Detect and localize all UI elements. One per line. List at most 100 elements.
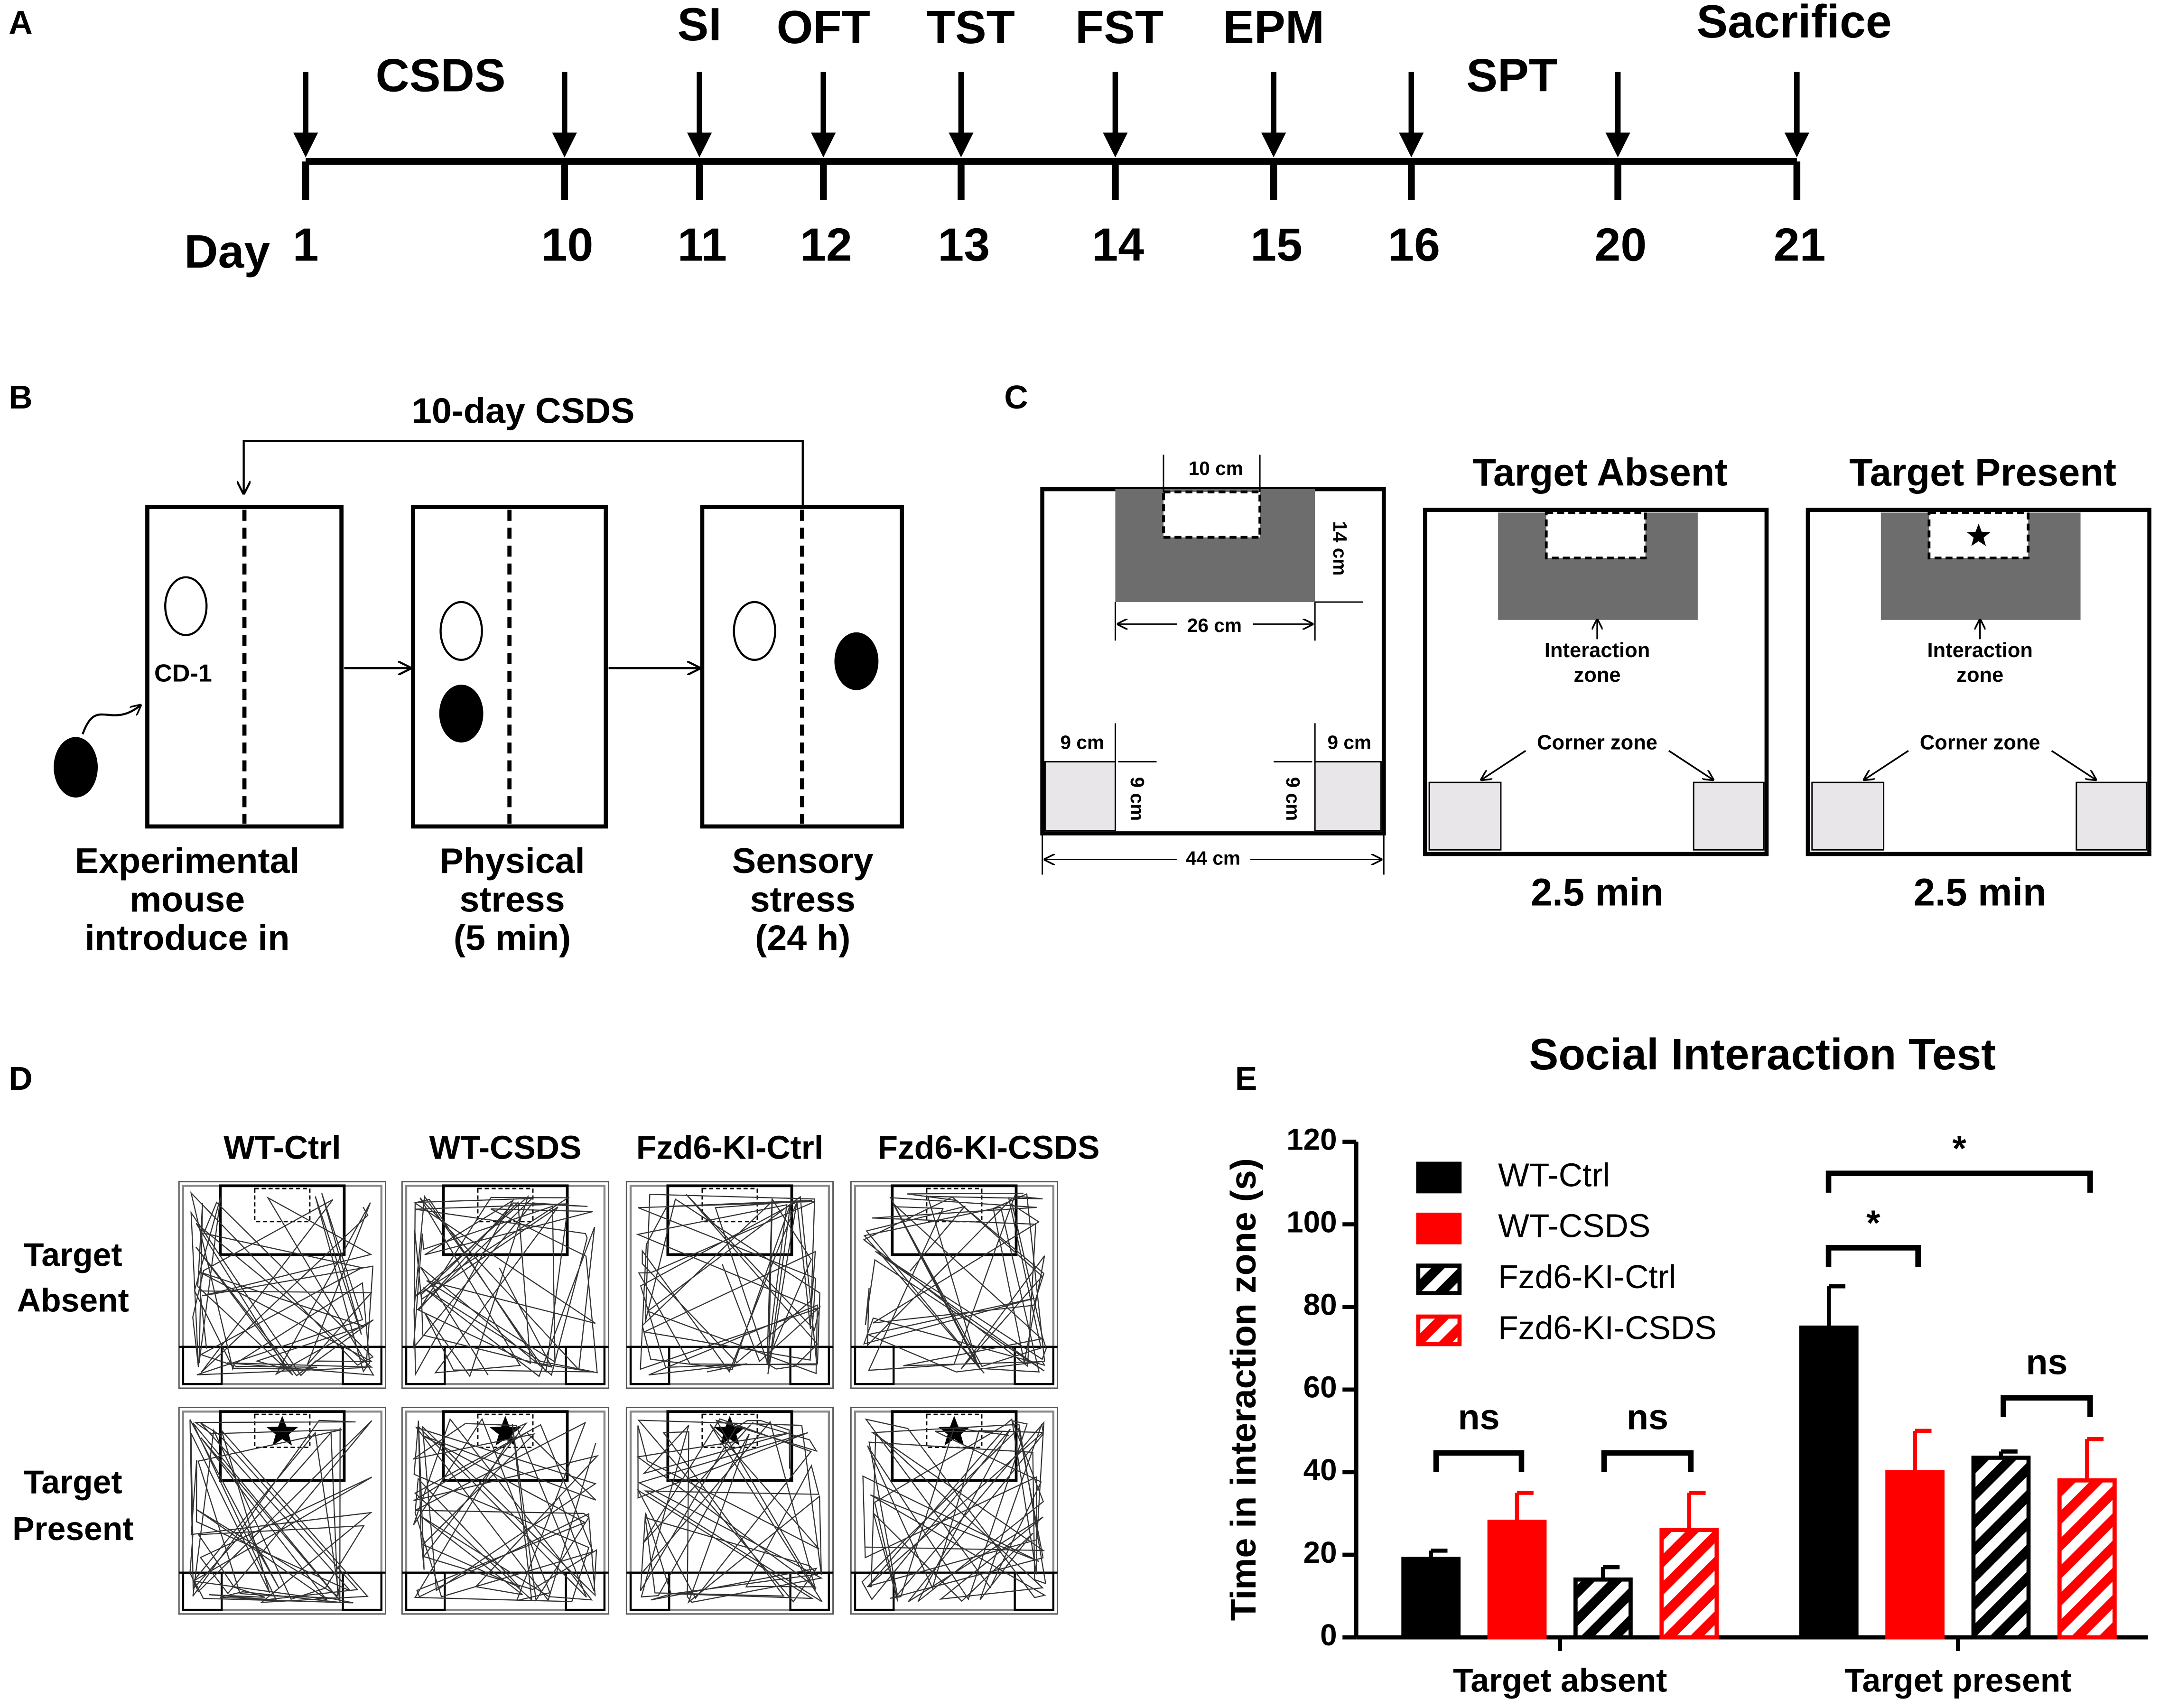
condition-label: Absent [17,1281,129,1318]
day-number: 10 [541,218,594,270]
arrow-head [949,132,974,158]
timeline-event: OFT [777,1,870,53]
arena [1423,508,1769,856]
bar [1487,1520,1547,1640]
zone-label: Interaction [1545,639,1650,662]
corner-zone [1044,761,1116,832]
track-frame [625,1407,834,1615]
star [938,1415,970,1446]
x-tick-label: Target absent [1453,1662,1667,1699]
y-tick-label: 100 [1286,1205,1337,1239]
timeline-event: SPT [1466,49,1557,101]
day-number: 21 [1774,218,1826,270]
arrow-head [1103,132,1128,158]
dimension-label: 9 cm [1126,777,1148,821]
stage-label: (5 min) [454,918,571,958]
arena-title: Target Absent [1472,451,1727,494]
legend-swatch [1416,1263,1462,1296]
arrow-head [552,132,577,158]
timeline-event: SI [677,0,721,50]
arrow-head [687,132,712,158]
significance-label: ns [1458,1397,1499,1437]
timeline-event: Sacrifice [1696,0,1891,47]
cd1-mouse [164,576,208,636]
dimension-label: 9 cm [1327,732,1371,753]
legend-label: Fzd6-KI-CSDS [1498,1309,1716,1346]
track-corner [182,1346,223,1385]
track-cage [477,1413,534,1448]
arrow-head [1784,132,1809,158]
star [1966,523,1991,546]
group-title: WT-Ctrl [223,1129,341,1166]
star [266,1415,298,1446]
trajectory [863,1192,1047,1374]
arena-title: Target Present [1849,451,2116,494]
dimension-label: 26 cm [1187,614,1242,636]
track-corner [565,1346,606,1385]
arrow-head [1605,132,1630,158]
cd1-mouse [733,601,776,661]
arena-duration: 2.5 min [1531,871,1664,914]
bar [1971,1456,2031,1640]
panel-label: A [9,4,32,41]
track-arena [629,1411,830,1611]
stage-label: Physical [439,841,585,881]
bar [1573,1577,1633,1640]
zone-label: Corner zone [1920,731,2040,754]
track-frame [850,1407,1059,1615]
track-corner [629,1346,670,1385]
experimental-mouse [834,632,879,690]
track-corner [182,1571,223,1611]
cage [700,505,904,829]
day-number: 16 [1388,218,1440,270]
track-frame [401,1181,610,1389]
panel-label: C [1004,379,1028,416]
target-cage [1545,511,1647,560]
timeline-event: CSDS [376,49,506,101]
significance-label: ns [2026,1342,2067,1382]
trajectory [412,1195,598,1378]
track-frame [401,1407,610,1615]
condition-label: Present [12,1510,133,1547]
track-corner [789,1571,830,1611]
chart-title: Social Interaction Test [1529,1030,1996,1079]
trajectory [190,1191,375,1377]
arena-duration: 2.5 min [1914,871,2047,914]
group-title: WT-CSDS [429,1129,581,1166]
cd1-mouse [439,601,483,661]
bar [1799,1325,1859,1640]
target-cage [1162,490,1262,539]
track-zone [666,1184,793,1256]
bar [1885,1470,1945,1640]
track-frame [178,1181,386,1389]
experimental-mouse [54,737,98,798]
day-number: 13 [938,218,990,270]
zone-arrow [1864,750,1909,780]
corner-zone [1693,781,1765,851]
track-corner [342,1571,382,1611]
corner-zone [2075,781,2148,851]
day-prefix: Day [184,225,270,278]
arrow-head [811,132,836,158]
track-corner [629,1571,670,1611]
group-title: Fzd6-KI-Ctrl [636,1129,824,1166]
loop-arrow [244,440,804,507]
day-number: 11 [678,218,727,270]
dimension-label: 14 cm [1329,521,1351,576]
panel-label: B [9,379,32,416]
zone-arrow [2051,750,2096,780]
legend-label: Fzd6-KI-Ctrl [1498,1258,1676,1295]
track-cage [254,1188,311,1223]
significance-label: * [1953,1129,1967,1169]
stage-label: introduce in [85,918,290,958]
day-number: 20 [1595,218,1647,270]
bar [1659,1528,1719,1640]
legend-swatch [1416,1314,1462,1346]
stage-label: stress [459,879,565,919]
significance-bracket [1825,1245,1921,1267]
arena [1040,487,1386,835]
arena [1805,508,2152,856]
stage-label: mouse [130,879,245,919]
dimension-label: 9 cm [1282,777,1304,821]
track-frame [625,1181,834,1389]
